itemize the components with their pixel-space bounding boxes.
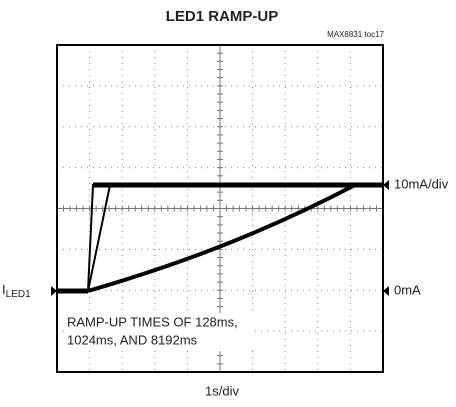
trace-128ms xyxy=(87,184,383,292)
graticule xyxy=(57,45,383,372)
zero-marker xyxy=(383,286,389,296)
trace-8192ms xyxy=(87,183,356,293)
channel-marker xyxy=(51,286,57,296)
title: LED1 RAMP-UP xyxy=(166,8,279,25)
trace-label: ILED1 xyxy=(2,282,31,299)
zero-label: 0mA xyxy=(394,282,421,297)
trace-label-sub: LED1 xyxy=(6,289,31,300)
y-scale-label: 10mA/div xyxy=(394,176,449,191)
trace-label-main: I xyxy=(2,282,6,297)
annotation-bg xyxy=(64,313,254,351)
figure-id: MAX8831 toc17 xyxy=(327,30,384,39)
screen-border xyxy=(56,44,384,373)
annotation-line: 1024ms, AND 8192ms xyxy=(67,332,198,347)
traces xyxy=(57,182,383,294)
annotation-line: RAMP-UP TIMES OF 128ms, xyxy=(67,314,238,329)
x-scale-label: 1s/div xyxy=(205,383,239,398)
level-marker xyxy=(383,180,389,190)
trace-1024ms xyxy=(87,184,111,292)
